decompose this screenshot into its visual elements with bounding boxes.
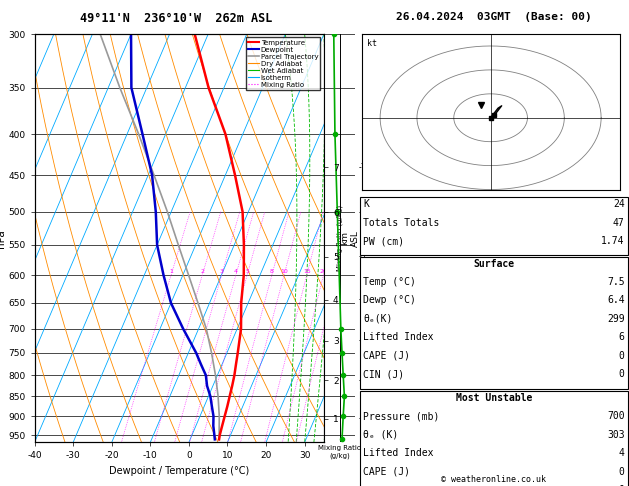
- Text: 20: 20: [320, 269, 327, 274]
- Text: Pressure (mb): Pressure (mb): [363, 411, 439, 421]
- Text: 3: 3: [220, 269, 223, 274]
- Text: kt: kt: [367, 39, 377, 48]
- Text: Dewp (°C): Dewp (°C): [363, 295, 416, 306]
- Text: Surface: Surface: [473, 259, 515, 269]
- X-axis label: Mixing Ratio
(g/kg): Mixing Ratio (g/kg): [318, 445, 361, 458]
- Text: 0: 0: [619, 351, 625, 361]
- Text: Mixing Ratio (g/kg): Mixing Ratio (g/kg): [337, 205, 343, 271]
- Text: -6: -6: [359, 208, 366, 217]
- Text: 49°11'N  236°10'W  262m ASL: 49°11'N 236°10'W 262m ASL: [80, 12, 272, 25]
- Text: θₑ(K): θₑ(K): [363, 314, 392, 324]
- Text: CAPE (J): CAPE (J): [363, 351, 410, 361]
- Text: LCL: LCL: [327, 434, 340, 442]
- Text: 4: 4: [619, 448, 625, 458]
- Text: 7.5: 7.5: [607, 277, 625, 287]
- Text: -3: -3: [359, 336, 366, 345]
- Text: Totals Totals: Totals Totals: [363, 218, 439, 228]
- Text: -5: -5: [359, 252, 366, 261]
- Text: 6: 6: [619, 332, 625, 343]
- Text: 1.74: 1.74: [601, 236, 625, 246]
- Y-axis label: hPa: hPa: [0, 229, 6, 247]
- Text: 24: 24: [613, 199, 625, 209]
- Text: 15: 15: [303, 269, 311, 274]
- Text: 0: 0: [619, 369, 625, 380]
- Text: CIN (J): CIN (J): [363, 485, 404, 486]
- Text: 1: 1: [169, 269, 173, 274]
- Text: 303: 303: [607, 430, 625, 440]
- Text: 26.04.2024  03GMT  (Base: 00): 26.04.2024 03GMT (Base: 00): [396, 12, 592, 22]
- Text: © weatheronline.co.uk: © weatheronline.co.uk: [442, 474, 546, 484]
- Text: CAPE (J): CAPE (J): [363, 467, 410, 477]
- Legend: Temperature, Dewpoint, Parcel Trajectory, Dry Adiabat, Wet Adiabat, Isotherm, Mi: Temperature, Dewpoint, Parcel Trajectory…: [246, 37, 320, 90]
- Text: -1: -1: [359, 415, 366, 423]
- Text: Temp (°C): Temp (°C): [363, 277, 416, 287]
- Text: -7: -7: [359, 163, 366, 172]
- Text: Lifted Index: Lifted Index: [363, 448, 433, 458]
- Text: 0: 0: [619, 467, 625, 477]
- Text: 299: 299: [607, 314, 625, 324]
- Text: θₑ (K): θₑ (K): [363, 430, 398, 440]
- Text: 700: 700: [607, 411, 625, 421]
- Text: K: K: [363, 199, 369, 209]
- Text: 5: 5: [245, 269, 249, 274]
- Text: PW (cm): PW (cm): [363, 236, 404, 246]
- Text: -4: -4: [359, 295, 366, 304]
- Text: 2: 2: [200, 269, 204, 274]
- Text: -2: -2: [359, 376, 366, 385]
- Text: 0: 0: [619, 485, 625, 486]
- Text: Most Unstable: Most Unstable: [455, 393, 532, 403]
- X-axis label: Dewpoint / Temperature (°C): Dewpoint / Temperature (°C): [109, 466, 249, 476]
- Y-axis label: km
ASL: km ASL: [340, 230, 360, 246]
- Text: 10: 10: [280, 269, 288, 274]
- Text: Lifted Index: Lifted Index: [363, 332, 433, 343]
- Text: 4: 4: [234, 269, 238, 274]
- Text: CIN (J): CIN (J): [363, 369, 404, 380]
- Text: 8: 8: [270, 269, 274, 274]
- Text: 6.4: 6.4: [607, 295, 625, 306]
- Text: 47: 47: [613, 218, 625, 228]
